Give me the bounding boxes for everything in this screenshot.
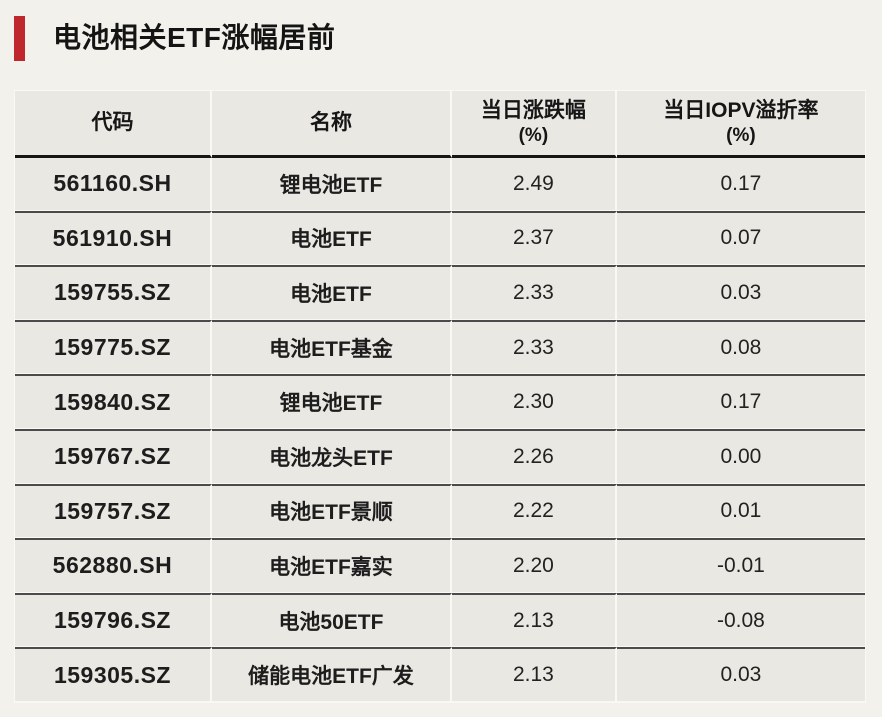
cell-name: 电池ETF基金 — [211, 319, 452, 375]
cell-code: 159775.SZ — [15, 319, 212, 375]
table-row: 562880.SH 电池ETF嘉实 2.20 -0.01 — [15, 538, 865, 593]
cell-change: 2.33 — [451, 319, 617, 375]
cell-name: 储能电池ETF广发 — [211, 647, 452, 702]
cell-change: 2.26 — [451, 428, 617, 484]
table-row: 159767.SZ 电池龙头ETF 2.26 0.00 — [15, 428, 865, 484]
cell-code: 562880.SH — [15, 538, 212, 593]
cell-name: 电池ETF — [211, 210, 452, 266]
cell-name: 电池ETF嘉实 — [211, 538, 452, 593]
cell-name: 电池50ETF — [211, 592, 452, 648]
title-row: 电池相关ETF涨幅居前 — [0, 0, 882, 62]
cell-code: 561160.SH — [15, 158, 212, 211]
red-accent-bar — [14, 15, 25, 61]
cell-code: 159757.SZ — [15, 483, 212, 539]
cell-iopv: 0.03 — [616, 647, 865, 702]
cell-code: 159796.SZ — [15, 592, 212, 648]
cell-change: 2.49 — [451, 158, 617, 211]
cell-iopv: 0.03 — [616, 265, 865, 320]
table-row: 159796.SZ 电池50ETF 2.13 -0.08 — [15, 592, 865, 648]
table-row: 159757.SZ 电池ETF景顺 2.22 0.01 — [15, 483, 865, 539]
cell-iopv: -0.08 — [616, 592, 865, 648]
cell-change: 2.20 — [451, 538, 617, 593]
table-row: 561910.SH 电池ETF 2.37 0.07 — [15, 210, 865, 266]
cell-change: 2.30 — [451, 374, 617, 429]
column-header-name: 名称 — [211, 91, 452, 158]
column-header-label: 当日IOPV溢折率 — [663, 99, 819, 122]
cell-change: 2.13 — [451, 647, 617, 702]
table-row: 159755.SZ 电池ETF 2.33 0.03 — [15, 265, 865, 320]
cell-name: 电池ETF景顺 — [211, 483, 452, 539]
cell-iopv: -0.01 — [616, 538, 865, 593]
cell-code: 159840.SZ — [15, 374, 212, 429]
cell-code: 561910.SH — [15, 210, 212, 266]
cell-change: 2.22 — [451, 483, 617, 539]
cell-iopv: 0.08 — [616, 319, 865, 375]
cell-code: 159305.SZ — [15, 647, 212, 702]
cell-iopv: 0.07 — [616, 210, 865, 266]
table-header: 代码 名称 当日涨跌幅 (%) 当日IOPV溢折率 (%) — [15, 91, 865, 158]
cell-change: 2.33 — [451, 265, 617, 320]
column-header-unit: (%) — [518, 125, 549, 147]
column-header-label: 代码 — [91, 111, 134, 135]
cell-iopv: 0.00 — [616, 428, 865, 484]
cell-iopv: 0.17 — [616, 374, 865, 429]
table-header-row: 代码 名称 当日涨跌幅 (%) 当日IOPV溢折率 (%) — [15, 91, 865, 158]
column-header-code: 代码 — [15, 91, 212, 158]
column-header-label: 当日涨跌幅 — [480, 99, 586, 122]
table-body: 561160.SH 锂电池ETF 2.49 0.17 561910.SH 电池ETF 2.3… — [15, 158, 865, 702]
page-title: 电池相关ETF涨幅居前 — [53, 21, 336, 53]
cell-iopv: 0.01 — [616, 483, 865, 539]
table-row: 159775.SZ 电池ETF基金 2.33 0.08 — [15, 319, 865, 375]
table-row: 159305.SZ 储能电池ETF广发 2.13 0.03 — [15, 647, 865, 702]
column-header-iopv: 当日IOPV溢折率 (%) — [616, 91, 865, 158]
cell-name: 锂电池ETF — [211, 158, 452, 211]
column-header-unit: (%) — [726, 125, 756, 147]
cell-code: 159767.SZ — [15, 428, 212, 484]
column-header-change: 当日涨跌幅 (%) — [451, 91, 617, 158]
cell-change: 2.37 — [451, 210, 617, 266]
table-row: 561160.SH 锂电池ETF 2.49 0.17 — [15, 158, 865, 211]
table-row: 159840.SZ 锂电池ETF 2.30 0.17 — [15, 374, 865, 429]
cell-change: 2.13 — [451, 592, 617, 648]
etf-table: 代码 名称 当日涨跌幅 (%) 当日IOPV溢折率 (%) 561160.SH 锂… — [14, 90, 866, 703]
cell-code: 159755.SZ — [15, 265, 212, 320]
cell-name: 锂电池ETF — [211, 374, 452, 429]
cell-name: 电池龙头ETF — [211, 428, 452, 484]
cell-name: 电池ETF — [211, 265, 452, 320]
column-header-label: 名称 — [309, 111, 352, 135]
cell-iopv: 0.17 — [616, 158, 865, 211]
